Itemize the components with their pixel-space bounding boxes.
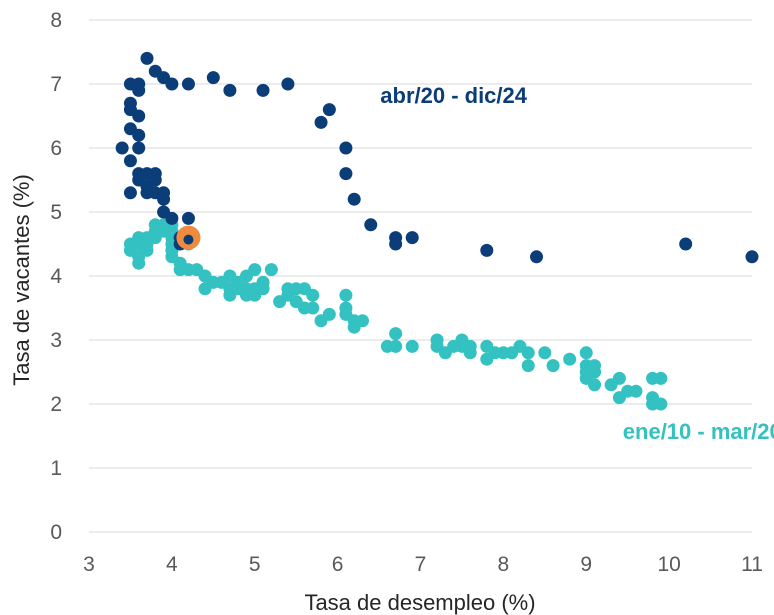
data-point [165, 77, 179, 91]
data-point [297, 282, 311, 296]
data-point [355, 314, 369, 328]
x-tick-label: 9 [580, 553, 592, 576]
data-point [563, 352, 577, 366]
data-point [223, 288, 237, 302]
y-tick-label: 2 [50, 393, 62, 416]
y-tick-label: 5 [50, 201, 62, 224]
x-tick-label: 8 [498, 553, 510, 576]
data-point [339, 167, 353, 181]
data-point [148, 167, 162, 181]
data-point [140, 51, 154, 65]
data-point [132, 250, 146, 264]
y-tick-label: 0 [50, 521, 62, 544]
data-point [322, 103, 336, 117]
data-point [405, 339, 419, 353]
data-point [206, 71, 220, 85]
data-points [115, 51, 759, 411]
data-point [115, 141, 129, 155]
data-point [389, 327, 403, 341]
data-point [223, 83, 237, 97]
data-point [181, 77, 195, 91]
data-point [339, 301, 353, 315]
data-point [281, 282, 295, 296]
x-tick-label: 3 [83, 553, 95, 576]
x-tick-labels: 3 4 5 6 7 8 9 10 11 [83, 553, 763, 576]
data-point [281, 77, 295, 91]
x-tick-label: 4 [166, 553, 178, 576]
data-point [679, 237, 693, 251]
data-point [380, 339, 394, 353]
y-axis-label: Tasa de vacantes (%) [9, 174, 34, 386]
y-tick-label: 3 [50, 329, 62, 352]
x-tick-label: 7 [415, 553, 427, 576]
y-tick-label: 8 [50, 9, 62, 32]
data-point [314, 314, 328, 328]
data-point [364, 218, 378, 232]
latest-point-center [183, 234, 194, 245]
data-point [123, 154, 137, 168]
y-tick-label: 7 [50, 73, 62, 96]
data-point [546, 359, 560, 373]
data-point [654, 371, 668, 385]
data-point [612, 371, 626, 385]
data-point [123, 186, 137, 200]
data-point [430, 333, 444, 347]
data-point [132, 141, 146, 155]
data-point [480, 243, 494, 257]
data-point [123, 237, 137, 251]
data-point [181, 211, 195, 225]
data-point [347, 192, 361, 206]
y-tick-label: 4 [50, 265, 62, 288]
x-tick-label: 6 [332, 553, 344, 576]
data-point [629, 384, 643, 398]
data-point [538, 346, 552, 360]
series-annotation: ene/10 - mar/20 [623, 419, 774, 444]
data-point [521, 359, 535, 373]
data-point [132, 128, 146, 142]
data-point [588, 359, 602, 373]
data-point [579, 346, 593, 360]
data-point [646, 391, 660, 405]
y-tick-label: 1 [50, 457, 62, 480]
data-point [455, 333, 469, 347]
data-point [339, 288, 353, 302]
data-point [530, 250, 544, 264]
data-point [480, 352, 494, 366]
data-point [389, 231, 403, 245]
data-point [273, 295, 287, 309]
series-annotations: abr/20 - dic/24 ene/10 - mar/20 [380, 83, 774, 444]
x-tick-label: 10 [657, 553, 680, 576]
x-tick-label: 11 [741, 553, 763, 576]
y-tick-label: 6 [50, 137, 62, 160]
data-point [198, 282, 212, 296]
y-tick-labels: 0 1 2 3 4 5 6 7 8 [50, 9, 62, 544]
data-point [745, 250, 759, 264]
data-point [148, 218, 162, 232]
data-point [480, 339, 494, 353]
data-point [314, 115, 328, 129]
data-point [123, 103, 137, 117]
data-point [264, 263, 278, 277]
data-point [405, 231, 419, 245]
x-tick-label: 5 [249, 553, 261, 576]
data-point [339, 141, 353, 155]
x-axis-label: Tasa de desempleo (%) [304, 590, 535, 615]
data-point [157, 192, 171, 206]
series-annotation: abr/20 - dic/24 [380, 83, 528, 108]
data-point [123, 77, 137, 91]
data-point [165, 211, 179, 225]
data-point [256, 83, 270, 97]
